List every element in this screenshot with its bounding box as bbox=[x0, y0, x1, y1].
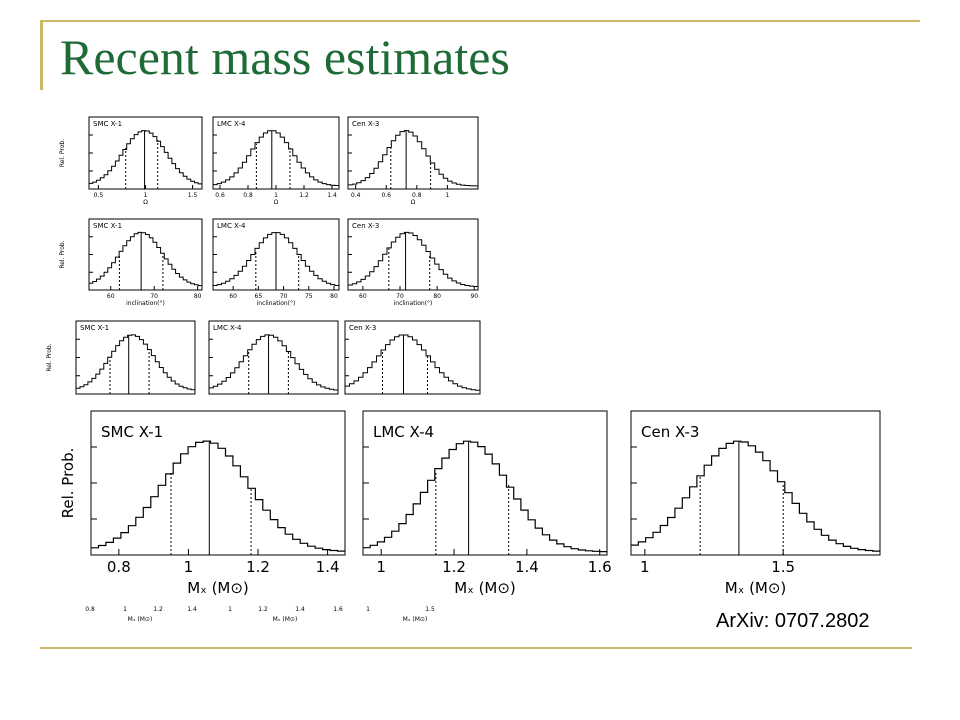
omega-smc-x-1-histogram bbox=[89, 130, 202, 185]
mass-large-cen-x-3-x-tick-label: 1.5 bbox=[771, 558, 795, 576]
inclination-lmc-x-4-panel-label: LMC X-4 bbox=[217, 222, 246, 230]
inclination-cen-x-3-x-tick-label: 60 bbox=[359, 293, 367, 300]
mass-small-smc-x-1-y-axis-label: Rel. Prob. bbox=[46, 343, 53, 371]
omega-lmc-x-4-histogram bbox=[213, 130, 339, 186]
mass-small-lmc-x-4-panel-label: LMC X-4 bbox=[213, 324, 242, 332]
inclination-lmc-x-4-x-tick-label: 70 bbox=[280, 293, 288, 300]
mass-large-smc-x-1-x-tick-label: 1 bbox=[184, 558, 194, 576]
omega-smc-x-1-x-tick-label: 0.5 bbox=[94, 192, 104, 199]
arxiv-citation: ArXiv: 0707.2802 bbox=[716, 610, 870, 632]
inclination-lmc-x-4-x-tick-label: 75 bbox=[305, 293, 313, 300]
omega-cen-x-3-histogram bbox=[348, 130, 478, 187]
inclination-lmc-x-4-x-axis-label: inclination(°) bbox=[257, 300, 296, 307]
mass-small-smc-x-1-panel-label: SMC X-1 bbox=[80, 324, 109, 332]
inclination-smc-x-1-panel-label: SMC X-1 bbox=[93, 222, 122, 230]
bottom-strip-tick-label: 1.4 bbox=[295, 606, 305, 613]
omega-cen-x-3-x-axis-label: Ω bbox=[411, 199, 416, 206]
mass-large-smc-x-1-histogram bbox=[91, 440, 345, 552]
bottom-strip-tick-label: 1.5 bbox=[425, 606, 435, 613]
mass-large-lmc-x-4-x-tick-label: 1.6 bbox=[588, 558, 612, 576]
omega-lmc-x-4-x-tick-label: 1.2 bbox=[299, 192, 309, 199]
inclination-smc-x-1-x-axis-label: inclination(°) bbox=[126, 300, 165, 307]
bottom-strip-tick-label: 1 bbox=[123, 606, 127, 613]
mass-large-smc-x-1-y-axis-label: Rel. Prob. bbox=[59, 448, 77, 519]
mass-large-cen-x-3-histogram bbox=[631, 440, 880, 552]
inclination-cen-x-3-x-tick-label: 90 bbox=[470, 293, 478, 300]
omega-smc-x-1-panel-label: SMC X-1 bbox=[93, 120, 122, 128]
inclination-smc-x-1-x-tick-label: 70 bbox=[150, 293, 158, 300]
omega-smc-x-1-y-axis-label: Rel. Prob. bbox=[59, 139, 66, 167]
mass-large-smc-x-1-x-axis-label: Mₓ (M⊙) bbox=[187, 579, 249, 597]
mass-small-cen-x-3-panel-label: Cen X-3 bbox=[349, 324, 376, 332]
mass-large-smc-x-1-panel-label: SMC X-1 bbox=[101, 423, 163, 441]
mass-large-cen-x-3-x-axis-label: Mₓ (M⊙) bbox=[725, 579, 787, 597]
bottom-strip-axis-label: Mₓ (M⊙) bbox=[128, 616, 153, 623]
omega-smc-x-1-x-tick-label: 1.5 bbox=[188, 192, 198, 199]
bottom-strip-tick-label: 1.6 bbox=[333, 606, 343, 613]
mass-small-lmc-x-4-histogram bbox=[209, 334, 338, 391]
bottom-strip-axis-label: Mₓ (M⊙) bbox=[273, 616, 298, 623]
inclination-cen-x-3-x-tick-label: 80 bbox=[433, 293, 441, 300]
slide-top-rule bbox=[40, 20, 920, 22]
mass-large-smc-x-1-x-tick-label: 1.2 bbox=[246, 558, 270, 576]
omega-lmc-x-4-x-tick-label: 1 bbox=[274, 192, 278, 199]
omega-cen-x-3-x-tick-label: 0.8 bbox=[412, 192, 422, 199]
mass-large-cen-x-3-panel-label: Cen X-3 bbox=[641, 423, 699, 441]
bottom-strip-tick-label: 1 bbox=[228, 606, 232, 613]
omega-cen-x-3-x-tick-label: 1 bbox=[445, 192, 449, 199]
slide-bottom-rule bbox=[40, 647, 912, 649]
bottom-strip-tick-label: 1 bbox=[366, 606, 370, 613]
mass-large-smc-x-1-x-tick-label: 0.8 bbox=[107, 558, 131, 576]
mass-large-lmc-x-4-x-axis-label: Mₓ (M⊙) bbox=[454, 579, 516, 597]
inclination-cen-x-3-x-axis-label: inclination(°) bbox=[394, 300, 433, 307]
mass-large-lmc-x-4-x-tick-label: 1.2 bbox=[442, 558, 466, 576]
inclination-lmc-x-4-x-tick-label: 80 bbox=[330, 293, 338, 300]
bottom-strip-tick-label: 1.2 bbox=[258, 606, 268, 613]
omega-lmc-x-4-x-tick-label: 0.8 bbox=[243, 192, 253, 199]
bottom-strip-tick-label: 1.2 bbox=[153, 606, 163, 613]
mass-large-lmc-x-4-x-tick-label: 1 bbox=[376, 558, 386, 576]
inclination-smc-x-1-x-tick-label: 60 bbox=[107, 293, 115, 300]
mass-large-lmc-x-4-x-tick-label: 1.4 bbox=[515, 558, 539, 576]
omega-smc-x-1-x-tick-label: 1 bbox=[144, 192, 148, 199]
mass-small-smc-x-1-histogram bbox=[76, 334, 195, 391]
inclination-cen-x-3-histogram bbox=[348, 231, 478, 287]
omega-cen-x-3-panel-label: Cen X-3 bbox=[352, 120, 379, 128]
mass-large-lmc-x-4-panel-label: LMC X-4 bbox=[373, 423, 434, 441]
bottom-strip-tick-label: 0.8 bbox=[85, 606, 95, 613]
mass-large-cen-x-3-x-tick-label: 1 bbox=[640, 558, 650, 576]
mass-small-cen-x-3-histogram bbox=[345, 334, 480, 391]
bottom-strip-axis-label: Mₓ (M⊙) bbox=[403, 616, 428, 623]
omega-smc-x-1-x-axis-label: Ω bbox=[143, 199, 148, 206]
omega-cen-x-3-x-tick-label: 0.4 bbox=[351, 192, 361, 199]
inclination-smc-x-1-histogram bbox=[89, 231, 202, 287]
inclination-cen-x-3-x-tick-label: 70 bbox=[396, 293, 404, 300]
mass-large-smc-x-1-x-tick-label: 1.4 bbox=[316, 558, 340, 576]
inclination-smc-x-1-y-axis-label: Rel. Prob. bbox=[59, 240, 66, 268]
slide-title: Recent mass estimates bbox=[60, 29, 510, 85]
omega-lmc-x-4-panel-label: LMC X-4 bbox=[217, 120, 246, 128]
omega-cen-x-3-x-tick-label: 0.6 bbox=[381, 192, 391, 199]
mass-large-lmc-x-4-histogram bbox=[363, 440, 607, 553]
omega-lmc-x-4-x-tick-label: 0.6 bbox=[215, 192, 225, 199]
bottom-strip-tick-label: 1.4 bbox=[187, 606, 197, 613]
omega-lmc-x-4-x-axis-label: Ω bbox=[274, 199, 279, 206]
inclination-cen-x-3-panel-label: Cen X-3 bbox=[352, 222, 379, 230]
inclination-lmc-x-4-x-tick-label: 60 bbox=[229, 293, 237, 300]
inclination-lmc-x-4-x-tick-label: 65 bbox=[255, 293, 263, 300]
inclination-smc-x-1-x-tick-label: 80 bbox=[194, 293, 202, 300]
omega-lmc-x-4-x-tick-label: 1.4 bbox=[327, 192, 337, 199]
slide-vertical-rule bbox=[40, 20, 43, 90]
